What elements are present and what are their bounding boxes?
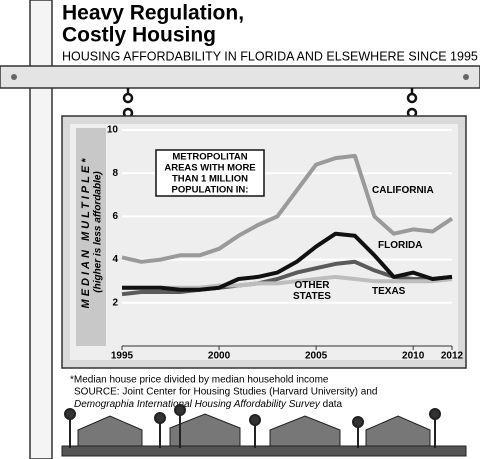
houses xyxy=(61,413,467,457)
y-tick-label: 2 xyxy=(112,297,118,308)
annotation: AREAS WITH MORE xyxy=(164,163,255,174)
source: Demographia International Housing Afford… xyxy=(74,399,321,410)
x-tick-label: 2005 xyxy=(305,351,328,362)
x-tick-label: 1995 xyxy=(111,351,134,362)
y-tick-label: 10 xyxy=(107,125,119,136)
series-label-box: TEXAS xyxy=(372,286,406,297)
legend-label: OTHER STATES xyxy=(293,280,331,302)
annotation-box xyxy=(155,149,265,197)
y-axis-label: MEDIAN MULTIPLE* xyxy=(80,156,92,309)
series-line xyxy=(122,231,453,292)
plot: 2 4 6 8 10 1995 2000 2005 2010 2012 xyxy=(107,125,464,362)
series-label-box: FLORIDA xyxy=(378,240,423,251)
source: Demographia International Housing Afford… xyxy=(74,399,343,410)
sign-crossbar xyxy=(0,65,480,89)
series-label-box: OTHER STATES xyxy=(293,280,331,302)
footnote: *Median house price divided by median ho… xyxy=(70,375,329,386)
annotation: METROPOLITAN xyxy=(172,152,247,163)
bolt xyxy=(463,74,469,80)
palm-trees xyxy=(64,404,441,448)
y-tick-label: 4 xyxy=(112,254,118,265)
chart-title: Costly Housing xyxy=(62,24,216,47)
y-axis-label: (higher is less affordable) xyxy=(93,171,104,293)
source: SOURCE: Joint Center for Housing Studies… xyxy=(74,387,377,398)
annotation: POPULATION IN: xyxy=(172,185,249,196)
annotation: THAN 1 MILLION xyxy=(172,174,248,185)
y-label-strip xyxy=(76,128,106,346)
legend-label: FLORIDA xyxy=(378,240,423,251)
bolt xyxy=(11,74,17,80)
chart-title: Heavy Regulation, xyxy=(62,2,244,25)
sign-post xyxy=(29,0,53,459)
legend-label: CALIFORNIA xyxy=(372,185,434,196)
source: data xyxy=(320,399,343,410)
y-tick-label: 8 xyxy=(112,168,118,179)
x-tick-label: 2000 xyxy=(208,351,231,362)
x-tick-label: 2012 xyxy=(441,351,464,362)
series-line xyxy=(121,153,454,264)
y-tick-label: 6 xyxy=(112,211,118,222)
series-label-box: CALIFORNIA xyxy=(372,185,434,196)
x-tick-label: 2010 xyxy=(402,351,425,362)
hooks xyxy=(122,88,418,119)
legend-label: TEXAS xyxy=(372,286,406,297)
chart-subtitle: HOUSING AFFORDABILITY IN FLORIDA AND ELS… xyxy=(62,49,478,63)
